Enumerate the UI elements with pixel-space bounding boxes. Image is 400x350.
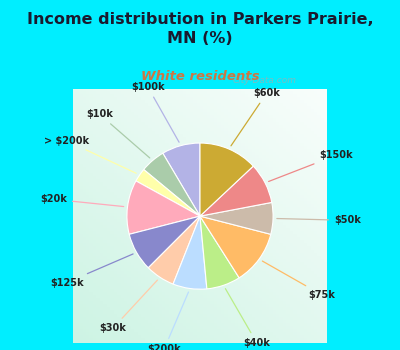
Text: $20k: $20k [40,194,124,206]
Text: $60k: $60k [231,88,280,146]
Wedge shape [127,181,200,234]
Wedge shape [136,169,200,216]
Wedge shape [200,143,253,216]
Wedge shape [200,166,272,216]
Wedge shape [173,216,207,289]
Text: $75k: $75k [262,261,335,300]
Text: > $200k: > $200k [44,136,136,173]
Text: $150k: $150k [269,150,353,182]
Text: Income distribution in Parkers Prairie,
MN (%): Income distribution in Parkers Prairie, … [27,12,373,46]
Text: White residents: White residents [141,70,259,83]
Wedge shape [200,216,239,289]
Text: $100k: $100k [131,82,179,142]
Text: $30k: $30k [100,280,158,333]
Text: City-Data.com: City-Data.com [232,76,296,85]
Wedge shape [129,216,200,268]
Wedge shape [163,143,200,216]
Wedge shape [200,216,271,278]
Text: $125k: $125k [50,254,133,287]
Wedge shape [144,153,200,216]
Text: $40k: $40k [225,289,270,348]
Text: $10k: $10k [86,109,150,158]
Text: $50k: $50k [277,215,361,225]
Wedge shape [200,202,273,234]
Wedge shape [148,216,200,284]
Text: $200k: $200k [148,292,188,350]
